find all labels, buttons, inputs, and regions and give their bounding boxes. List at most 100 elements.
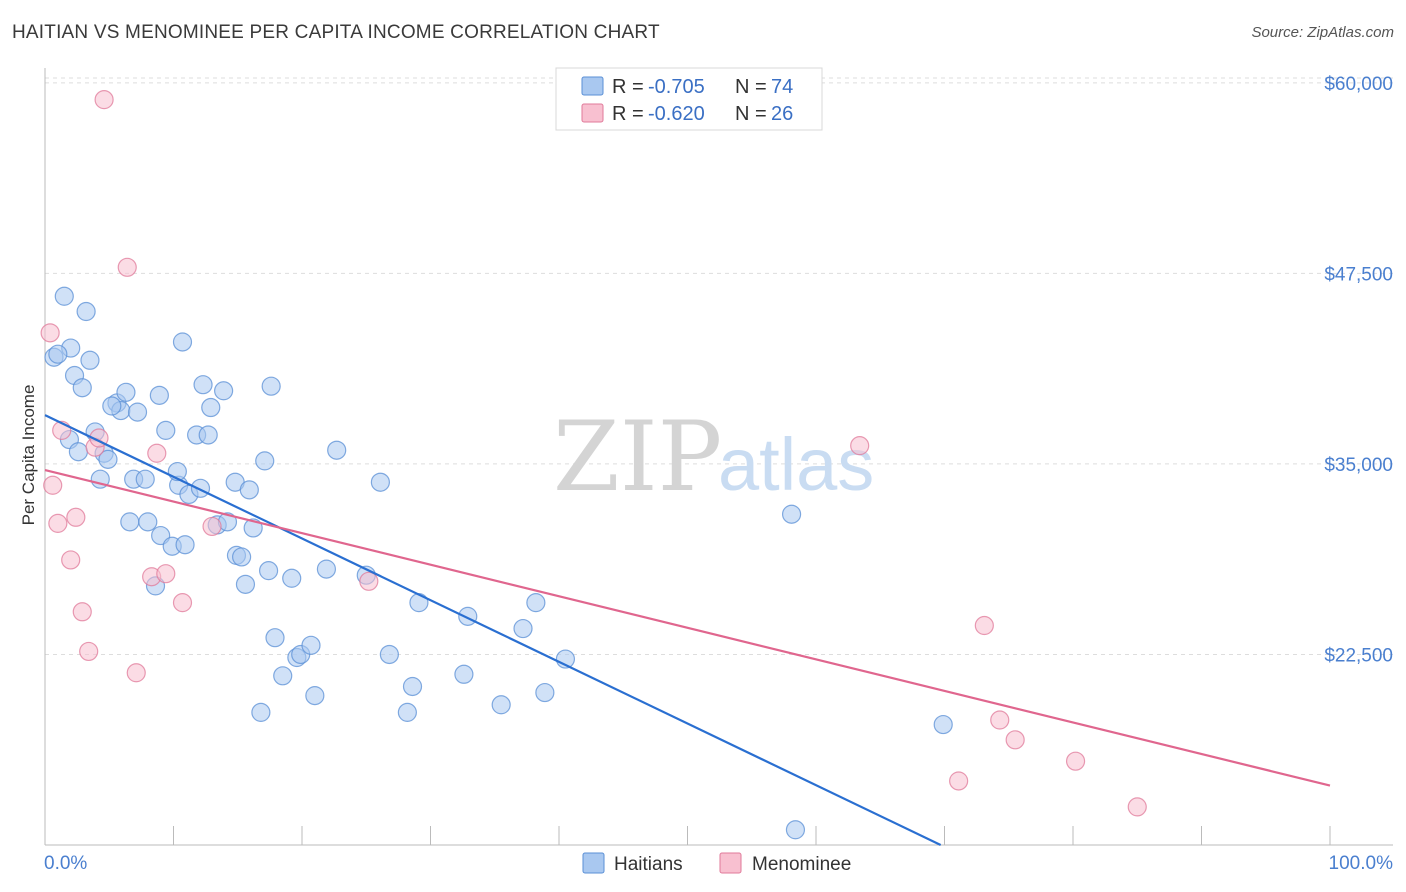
point-menominee	[66, 507, 86, 527]
point-haitians	[198, 425, 218, 445]
point-haitians	[138, 512, 158, 532]
watermark-atlas: atlas	[718, 423, 874, 506]
point-menominee	[1005, 730, 1025, 750]
legend-label-menominee: Menominee	[752, 854, 851, 875]
point-haitians	[535, 682, 555, 703]
point-haitians	[316, 559, 337, 579]
x-tick-label-right: 100.0%	[1329, 853, 1394, 874]
point-haitians	[193, 375, 213, 395]
legend-n-label: N =	[735, 103, 767, 125]
point-haitians	[149, 385, 169, 405]
chart-source: Source: ZipAtlas.com	[1251, 24, 1394, 41]
point-menominee	[40, 323, 60, 343]
point-haitians	[232, 547, 252, 567]
trend-lines	[44, 414, 1331, 846]
legend-r-value: -0.620	[648, 103, 705, 125]
point-menominee	[156, 564, 176, 584]
point-menominee	[48, 513, 68, 533]
point-haitians	[156, 420, 176, 440]
point-haitians	[116, 382, 136, 402]
legend-n-value: 26	[771, 103, 793, 125]
legend-n-label: N =	[735, 76, 767, 98]
trendline-menominee	[44, 468, 1331, 787]
point-haitians	[933, 714, 953, 735]
point-menominee	[990, 710, 1010, 730]
y-axis-label: Per Capita Income	[19, 385, 38, 526]
point-haitians	[190, 478, 211, 498]
point-haitians	[379, 644, 399, 665]
legend-swatch-menominee	[719, 852, 742, 874]
data-points	[40, 90, 1147, 840]
point-haitians	[172, 332, 193, 352]
point-menominee	[359, 571, 379, 591]
point-haitians	[235, 574, 256, 594]
legend-r-value: -0.705	[648, 76, 705, 98]
point-haitians	[491, 695, 511, 715]
point-menominee	[1127, 797, 1147, 817]
point-haitians	[251, 702, 271, 722]
point-haitians	[201, 397, 221, 418]
legend-r-label: R =	[612, 76, 644, 98]
point-haitians	[327, 440, 347, 460]
point-menominee	[94, 90, 114, 110]
point-menominee	[117, 257, 137, 277]
point-menominee	[202, 516, 222, 537]
point-haitians	[76, 301, 96, 322]
point-haitians	[785, 820, 806, 840]
point-haitians	[48, 344, 68, 364]
y-tick-labels: $22,500 $35,000 $47,500 $60,000	[1324, 74, 1393, 667]
x-tick-label-left: 0.0%	[44, 853, 87, 874]
point-haitians	[54, 286, 74, 306]
point-haitians	[239, 480, 259, 500]
point-haitians	[273, 666, 293, 686]
point-haitians	[454, 664, 474, 684]
axes	[44, 68, 1393, 846]
y-tick-label: $60,000	[1324, 74, 1393, 95]
point-haitians	[120, 512, 140, 532]
point-haitians	[98, 449, 118, 469]
legend-r-label: R =	[612, 103, 644, 125]
watermark-zip: ZIP	[553, 401, 722, 513]
point-haitians	[370, 472, 390, 492]
y-tick-label: $22,500	[1324, 645, 1393, 666]
point-haitians	[175, 535, 195, 555]
legend-label-haitians: Haitians	[614, 854, 683, 875]
point-menominee	[43, 475, 63, 495]
gridlines	[45, 77, 1393, 655]
point-haitians	[526, 593, 546, 613]
legend-swatch-haitians	[582, 852, 605, 874]
point-haitians	[214, 381, 234, 401]
trendline-haitians	[44, 414, 942, 846]
point-menominee	[72, 602, 92, 622]
point-haitians	[68, 442, 89, 462]
y-tick-label: $47,500	[1324, 264, 1393, 285]
point-haitians	[261, 376, 281, 396]
point-menominee	[974, 615, 994, 636]
point-menominee	[61, 550, 81, 570]
point-haitians	[282, 568, 302, 588]
chart-title: HAITIAN VS MENOMINEE PER CAPITA INCOME C…	[12, 22, 660, 43]
point-haitians	[127, 402, 148, 422]
point-menominee	[79, 641, 99, 662]
point-haitians	[135, 469, 155, 489]
stats-legend: R = -0.705 N = 74 R = -0.620 N = 26	[555, 67, 823, 131]
point-haitians	[72, 378, 92, 398]
point-haitians	[305, 686, 325, 706]
point-haitians	[781, 504, 802, 524]
point-menominee	[850, 436, 870, 456]
point-haitians	[258, 561, 279, 581]
point-menominee	[172, 593, 193, 613]
watermark: ZIP atlas	[553, 401, 874, 513]
point-menominee	[949, 771, 969, 791]
point-menominee	[147, 443, 167, 463]
point-haitians	[265, 628, 285, 648]
series-legend: Haitians Menominee	[582, 852, 851, 875]
point-haitians	[513, 618, 533, 639]
legend-swatch-haitians	[581, 76, 604, 96]
legend-n-value: 74	[771, 76, 793, 98]
point-haitians	[102, 396, 122, 416]
point-menominee	[1065, 751, 1086, 771]
point-menominee	[126, 663, 146, 683]
point-haitians	[255, 451, 275, 471]
